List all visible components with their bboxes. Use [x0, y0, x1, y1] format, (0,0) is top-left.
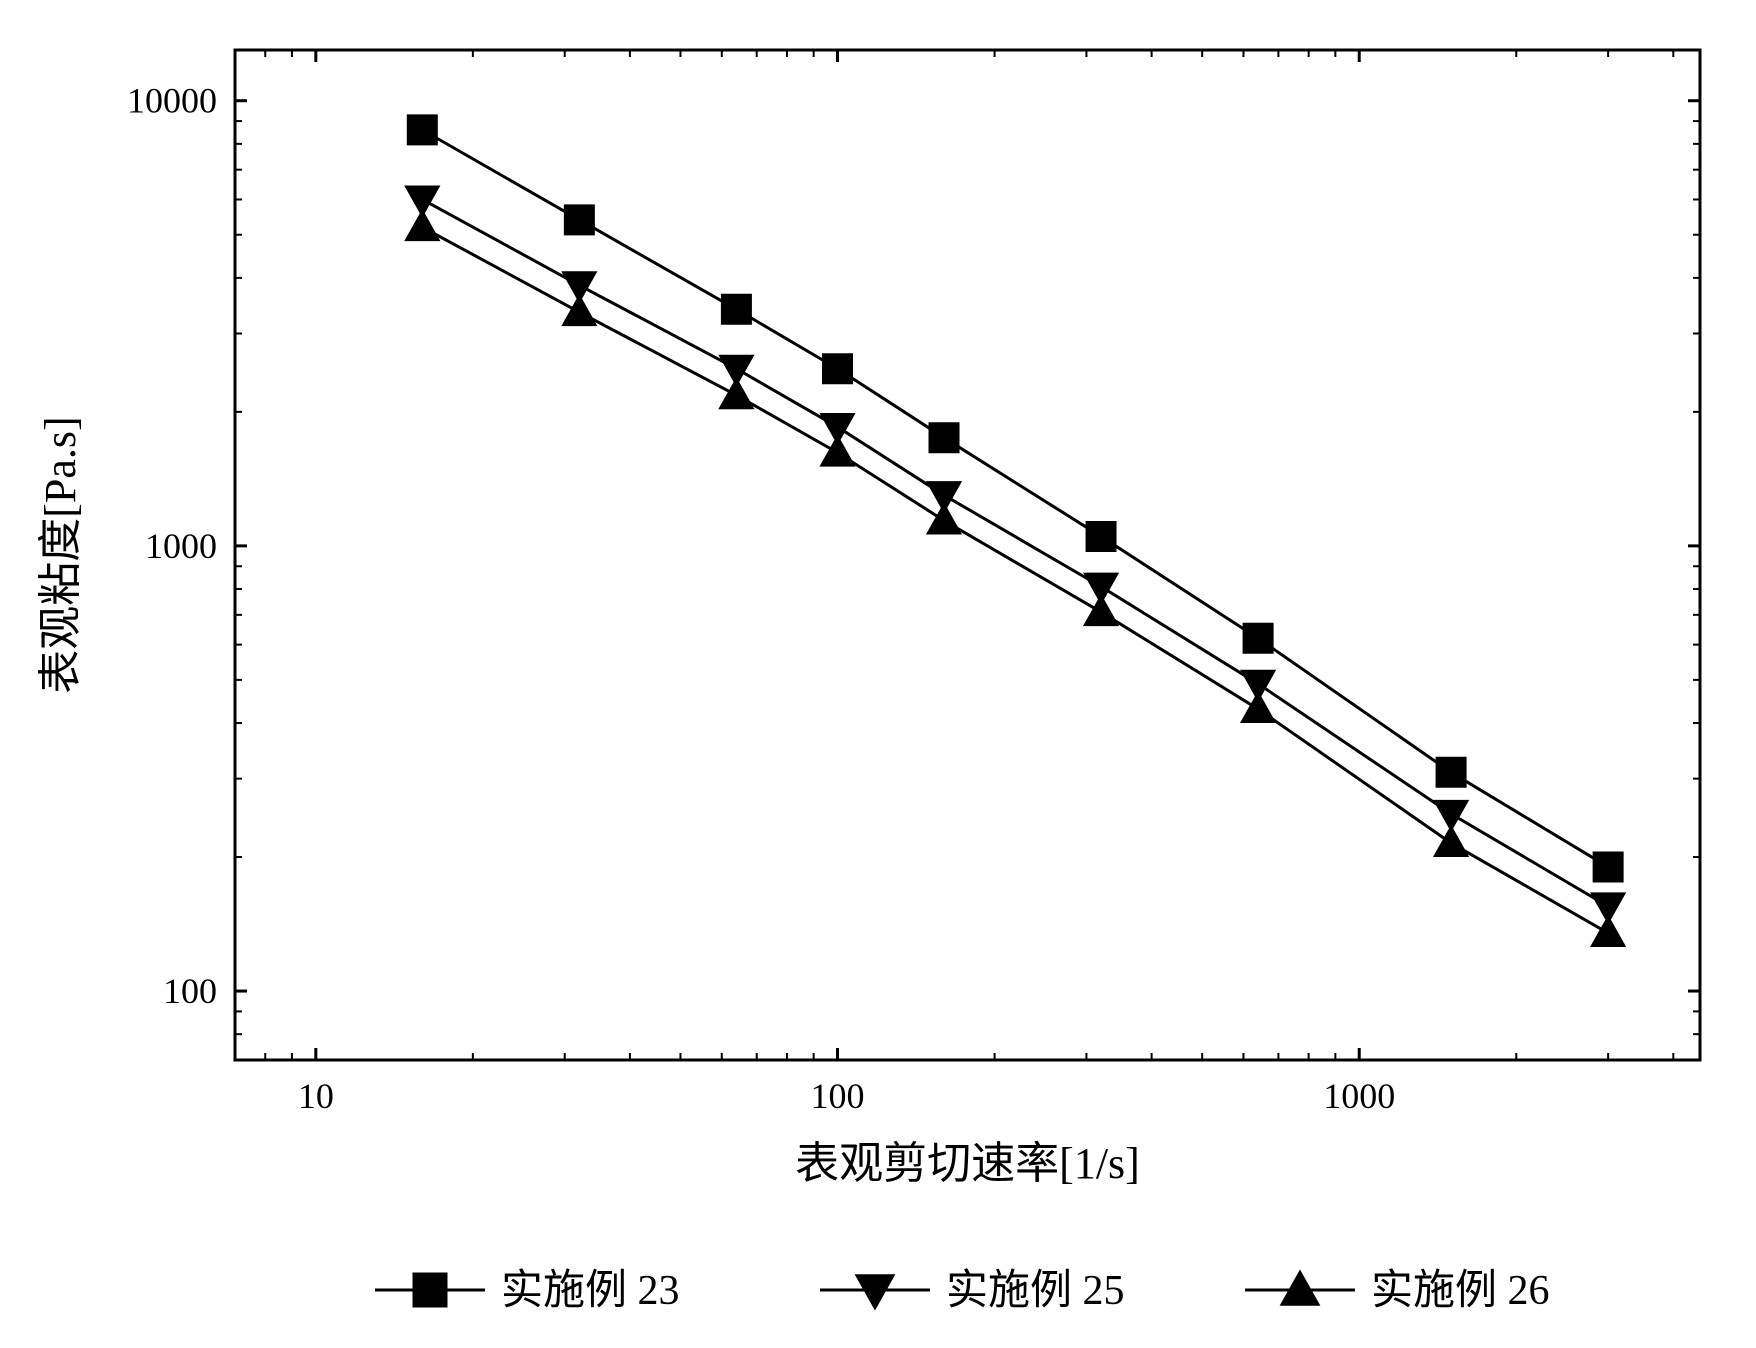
series-marker-2: [562, 295, 597, 326]
series-marker-0: [1436, 757, 1466, 787]
legend-marker-2: [1280, 1270, 1319, 1305]
series-marker-0: [823, 354, 853, 384]
legend-marker-0: [413, 1273, 447, 1307]
series-marker-0: [564, 205, 594, 235]
series-marker-0: [407, 115, 437, 145]
x-tick-label: 10: [298, 1076, 334, 1116]
series-marker-2: [719, 378, 754, 409]
x-axis-label: 表观剪切速率[1/s]: [795, 1139, 1140, 1188]
series-marker-0: [1086, 521, 1116, 551]
series-marker-0: [1593, 852, 1623, 882]
series-marker-0: [929, 423, 959, 453]
series-marker-2: [927, 503, 962, 534]
series-marker-2: [1241, 692, 1276, 723]
series-line-1: [422, 199, 1608, 906]
y-tick-label: 10000: [127, 81, 217, 121]
plot-frame: [235, 50, 1700, 1060]
series-line-0: [422, 130, 1608, 867]
y-axis-label: 表观粘度[Pa.s]: [36, 416, 85, 693]
legend-marker-1: [855, 1275, 894, 1310]
series-marker-2: [1084, 595, 1119, 626]
legend-label-0: 实施例 23: [501, 1267, 680, 1314]
series-marker-2: [1434, 826, 1469, 857]
series-marker-0: [1243, 623, 1273, 653]
y-tick-label: 100: [163, 971, 217, 1011]
series-line-2: [422, 227, 1608, 933]
series-marker-2: [1591, 916, 1626, 947]
series-marker-2: [405, 210, 440, 241]
x-tick-label: 100: [811, 1076, 865, 1116]
series-marker-2: [820, 435, 855, 466]
legend-label-1: 实施例 25: [946, 1267, 1125, 1314]
x-tick-label: 1000: [1323, 1076, 1395, 1116]
y-tick-label: 1000: [145, 526, 217, 566]
series-marker-0: [721, 294, 751, 324]
viscosity-chart: 10 100 1000 100 1000 10000 表观剪切速率[1/s] 表观粘度[Pa.…: [0, 0, 1756, 1348]
legend-label-2: 实施例 26: [1371, 1267, 1550, 1314]
